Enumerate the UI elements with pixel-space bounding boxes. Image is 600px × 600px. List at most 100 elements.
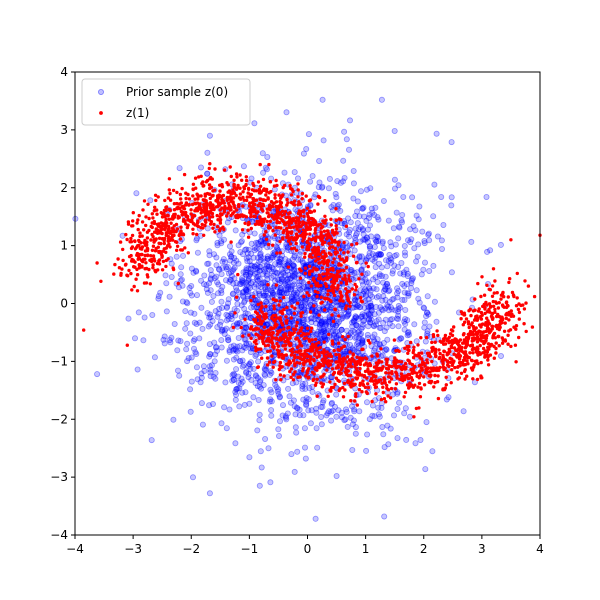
z1-point	[451, 359, 455, 364]
z1-point	[364, 390, 368, 394]
prior-sample-point	[382, 257, 389, 264]
prior-sample-point	[282, 413, 289, 420]
prior-sample-point	[289, 293, 296, 300]
z1-point	[164, 250, 168, 254]
z1-point	[433, 373, 437, 378]
prior-sample-point	[291, 263, 298, 270]
prior-sample-point	[163, 308, 170, 315]
z1-point	[499, 297, 503, 301]
z1-point	[453, 365, 457, 370]
prior-sample-point	[276, 279, 283, 286]
z1-point	[270, 315, 274, 319]
z1-point	[229, 240, 233, 244]
z1-point	[331, 268, 335, 272]
prior-sample-point	[374, 278, 381, 285]
prior-sample-point	[431, 298, 438, 305]
z1-point	[238, 173, 242, 177]
prior-sample-point	[258, 464, 265, 471]
prior-sample-point	[225, 300, 232, 307]
z1-point	[279, 205, 284, 209]
z1-point	[492, 356, 496, 360]
prior-sample-point	[404, 332, 411, 339]
prior-sample-point	[377, 251, 384, 258]
z1-point	[116, 257, 120, 261]
prior-sample-point	[206, 353, 213, 360]
z1-point	[113, 262, 117, 267]
z1-point	[382, 397, 387, 401]
z1-point	[379, 378, 383, 382]
prior-sample-point	[354, 302, 361, 309]
z1-point	[323, 308, 327, 312]
prior-sample-point	[281, 169, 288, 176]
prior-sample-point	[296, 406, 303, 413]
z1-point	[424, 335, 429, 340]
z1-point	[432, 385, 436, 389]
z1-point	[240, 228, 245, 232]
z1-point	[137, 213, 141, 218]
z1-point	[485, 323, 489, 328]
z1-point	[246, 228, 250, 232]
z1-point	[186, 192, 190, 197]
z1-point	[514, 360, 518, 364]
z1-point	[405, 383, 410, 387]
z1-point	[326, 394, 330, 398]
z1-point	[315, 368, 319, 372]
z1-point	[193, 176, 198, 180]
z1-point	[129, 246, 134, 251]
prior-sample-point	[226, 251, 233, 258]
prior-sample-point	[345, 146, 352, 153]
z1-point	[296, 182, 300, 186]
prior-sample-point	[284, 244, 291, 251]
prior-sample-point	[408, 285, 415, 292]
z1-point	[314, 246, 319, 251]
prior-sample-point	[359, 227, 366, 234]
prior-sample-point	[251, 263, 258, 270]
prior-sample-point	[174, 367, 181, 374]
z1-point	[245, 195, 249, 199]
prior-sample-point	[243, 271, 250, 278]
z1-point	[351, 353, 355, 357]
prior-sample-point	[233, 354, 240, 361]
prior-sample-point	[377, 304, 384, 311]
prior-sample-point	[331, 403, 338, 410]
prior-sample-point	[356, 408, 363, 415]
prior-sample-point	[373, 286, 380, 293]
prior-sample-point	[233, 347, 240, 354]
z1-point	[473, 317, 478, 321]
prior-sample-point	[363, 235, 370, 242]
prior-sample-point	[375, 404, 382, 411]
z1-point	[282, 374, 286, 378]
prior-sample-point	[215, 265, 222, 272]
z1-point	[314, 226, 318, 231]
z1-point	[288, 218, 292, 222]
prior-sample-point	[295, 256, 302, 263]
prior-sample-point	[359, 336, 366, 343]
prior-sample-point	[411, 321, 418, 328]
prior-sample-point	[373, 233, 380, 240]
prior-sample-point	[230, 370, 237, 377]
z1-point	[487, 287, 491, 291]
prior-sample-point	[337, 179, 344, 186]
z1-point	[124, 232, 128, 237]
z1-point	[313, 231, 317, 235]
prior-sample-point	[351, 315, 358, 322]
z1-point	[286, 211, 291, 216]
z1-point	[485, 316, 489, 320]
prior-sample-point	[240, 344, 247, 351]
prior-sample-point	[247, 284, 254, 291]
z1-point	[272, 217, 276, 221]
z1-point	[176, 205, 180, 209]
prior-sample-point	[395, 182, 402, 189]
prior-sample-point	[294, 175, 301, 182]
z1-point	[157, 222, 161, 226]
z1-point	[515, 296, 519, 300]
prior-sample-point	[254, 265, 261, 272]
prior-sample-point	[365, 316, 372, 323]
prior-sample-point	[226, 406, 233, 413]
prior-sample-point	[369, 334, 376, 341]
z1-point	[137, 263, 142, 267]
z1-point	[324, 233, 329, 237]
z1-point	[308, 255, 313, 259]
z1-point	[256, 180, 261, 184]
prior-sample-point	[363, 399, 370, 406]
